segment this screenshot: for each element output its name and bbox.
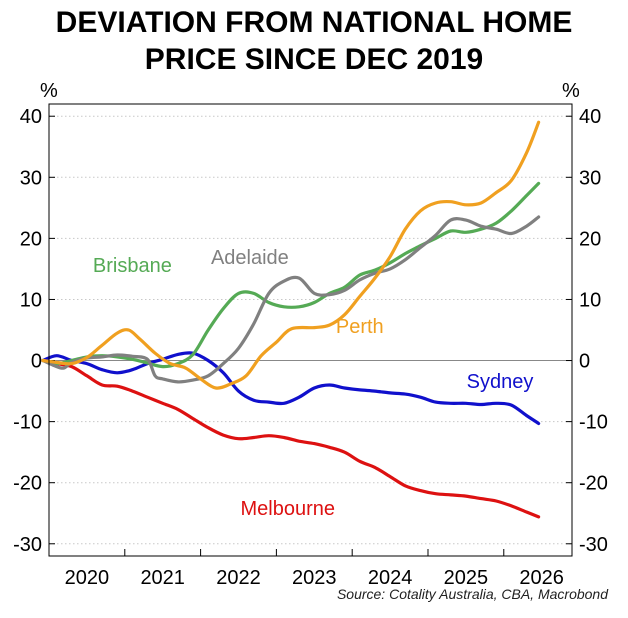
y-tick-label-left: 10 xyxy=(20,289,42,311)
series-label-perth: Perth xyxy=(336,316,384,338)
x-tick-label: 2022 xyxy=(216,567,261,589)
x-tick-label: 2021 xyxy=(140,567,185,589)
series-label-brisbane: Brisbane xyxy=(93,255,172,277)
y-unit-right: % xyxy=(562,80,580,102)
series-line-melbourne xyxy=(41,358,541,519)
y-tick-label-right: 10 xyxy=(579,289,601,311)
series-line-sydney xyxy=(41,351,541,426)
x-tick-label: 2026 xyxy=(519,567,564,589)
x-tick-label: 2023 xyxy=(292,567,337,589)
y-tick-label-left: 20 xyxy=(20,228,42,250)
y-tick-label-left: -20 xyxy=(13,473,42,495)
y-tick-label-right: -20 xyxy=(579,473,608,495)
series-label-melbourne: Melbourne xyxy=(241,498,336,520)
y-unit-left: % xyxy=(40,80,58,102)
y-tick-label-left: 40 xyxy=(20,106,42,128)
y-tick-label-right: 30 xyxy=(579,167,601,189)
x-tick-label: 2020 xyxy=(65,567,110,589)
series-line-perth xyxy=(41,120,541,390)
series-line-brisbane xyxy=(41,181,541,369)
y-tick-label-left: 0 xyxy=(31,351,42,373)
y-tick-label-right: 40 xyxy=(579,106,601,128)
y-tick-label-left: -10 xyxy=(13,412,42,434)
series-label-adelaide: Adelaide xyxy=(211,247,289,269)
y-tick-label-right: -30 xyxy=(579,534,608,556)
y-tick-label-right: 20 xyxy=(579,228,601,250)
plot-frame xyxy=(48,103,573,557)
source-note: Source: Cotality Australia, CBA, Macrobo… xyxy=(336,586,608,602)
title-line-1: DEVIATION FROM NATIONAL HOME xyxy=(55,6,573,39)
x-tick-label: 2025 xyxy=(444,567,489,589)
series-line-adelaide xyxy=(41,215,541,384)
y-tick-label-left: -30 xyxy=(13,534,42,556)
title-line-2: PRICE SINCE DEC 2019 xyxy=(144,43,484,76)
chart-title: DEVIATION FROM NATIONAL HOME PRICE SINCE… xyxy=(0,4,628,78)
series-label-sydney: Sydney xyxy=(467,371,534,393)
y-tick-label-right: -10 xyxy=(579,412,608,434)
y-tick-label-right: 0 xyxy=(579,351,590,373)
y-tick-label-left: 30 xyxy=(20,167,42,189)
x-tick-label: 2024 xyxy=(368,567,413,589)
